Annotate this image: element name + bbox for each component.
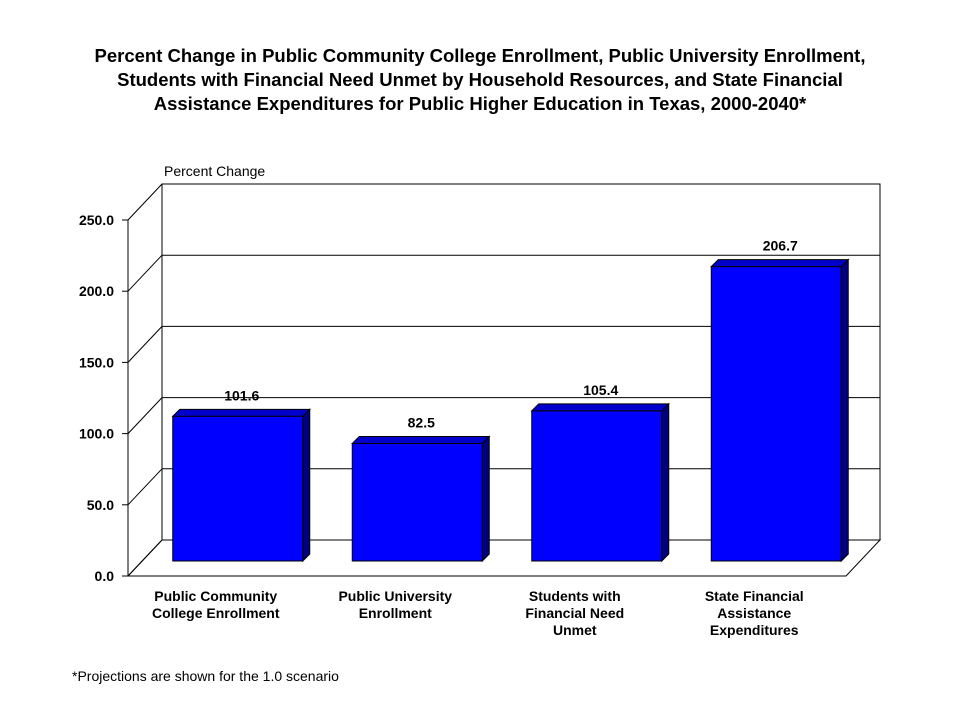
bar-value-label: 82.5 <box>408 415 435 431</box>
x-tick-label: Expenditures <box>710 622 799 638</box>
bar-top <box>351 436 491 445</box>
bar-top <box>530 403 670 412</box>
y-tick-label: 150.0 <box>79 354 114 370</box>
y-tick-label: 50.0 <box>87 497 114 513</box>
x-tick-label: Public University <box>338 588 452 604</box>
x-tick-label: Enrollment <box>359 605 432 621</box>
y-axis-title: Percent Change <box>164 163 265 179</box>
bar-value-label: 206.7 <box>763 238 798 254</box>
x-tick-label: Assistance <box>717 605 791 621</box>
chart-title: Percent Change in Public Community Colle… <box>20 44 940 116</box>
bar-front <box>531 410 663 562</box>
bar-front <box>710 266 842 562</box>
bar <box>710 258 850 563</box>
x-tick-label: College Enrollment <box>152 605 280 621</box>
footnote: *Projections are shown for the 1.0 scena… <box>72 668 339 684</box>
x-tick-label: State Financial <box>705 588 804 604</box>
bar-top <box>171 408 311 417</box>
bar <box>171 408 311 563</box>
chart-title-line: Percent Change in Public Community Colle… <box>94 45 866 66</box>
bar <box>530 402 670 563</box>
bar-side <box>661 402 670 563</box>
bar-side <box>481 435 490 563</box>
side-wall-line <box>127 539 163 577</box>
side-wall-line <box>127 326 163 363</box>
y-tick-label: 100.0 <box>79 426 114 442</box>
bar-top <box>710 259 850 268</box>
bar-side <box>302 408 311 563</box>
y-tick-label: 200.0 <box>79 283 114 299</box>
bar <box>351 435 491 563</box>
chart-title-line: Students with Financial Need Unmet by Ho… <box>117 69 843 90</box>
side-wall-line <box>127 468 163 506</box>
bar-side <box>840 258 849 563</box>
x-tick-label: Unmet <box>553 622 597 638</box>
y-tick-label: 250.0 <box>79 212 114 228</box>
y-axis-ticks: 0.0 50.0 100.0 150.0 200.0 250.0 <box>79 212 128 584</box>
bar-front <box>172 415 304 562</box>
x-tick-label: Students with <box>529 588 621 604</box>
bars <box>171 258 850 563</box>
x-tick-label: Financial Need <box>525 605 624 621</box>
value-labels: 101.6 82.5 105.4 206.7 <box>224 238 798 431</box>
bar-front <box>351 443 483 562</box>
side-wall-line <box>127 254 163 292</box>
side-wall-line <box>127 397 163 434</box>
side-wall-line <box>127 183 163 221</box>
x-tick-label: Public Community <box>154 588 277 604</box>
chart-title-line: Assistance Expenditures for Public Highe… <box>153 93 807 114</box>
y-tick-label: 0.0 <box>95 568 115 584</box>
bar-value-label: 105.4 <box>583 382 618 398</box>
bar-value-label: 101.6 <box>224 387 259 403</box>
